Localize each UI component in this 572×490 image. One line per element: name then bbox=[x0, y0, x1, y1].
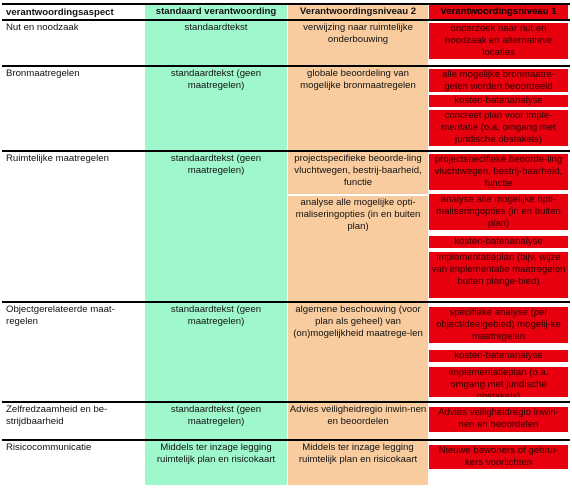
row-niveau1-item: specifieke analyse (per object/deelgebie… bbox=[429, 307, 568, 343]
row-niveau1-item: implementatieplan (bijv. wijze van imple… bbox=[429, 252, 568, 298]
row-aspect: Objectgerelateerde maat-regelen bbox=[6, 304, 115, 327]
table-row: Nut en noodzaak standaardtekst verwijzin… bbox=[2, 21, 570, 65]
row-niveau2: algemene beschouwing (voor plan als gehe… bbox=[288, 303, 428, 401]
table-row: Ruimtelijke maatregelen standaardtekst (… bbox=[2, 152, 570, 301]
cell-divider bbox=[288, 194, 428, 196]
row-niveau1-item: implementatieplan (o.a. omgang met jurid… bbox=[429, 367, 568, 397]
row-niveau2: Middels ter inzage legging ruimtelijk pl… bbox=[288, 441, 428, 485]
row-standaard: standaardtekst (geen maatregelen) bbox=[145, 152, 287, 301]
table-row: Zelfredzaamheid en be-strijdbaarheid sta… bbox=[2, 403, 570, 439]
row-standaard: standaardtekst bbox=[145, 21, 287, 65]
header-standaard: standaard verantwoording bbox=[145, 5, 287, 19]
row-standaard: Middels ter inzage legging ruimtelijk pl… bbox=[145, 441, 287, 485]
row-rule bbox=[2, 401, 570, 403]
row-rule bbox=[2, 439, 570, 441]
row-niveau2: projectspecifieke beoorde-ling vluchtweg… bbox=[288, 152, 428, 194]
row-rule bbox=[2, 150, 570, 152]
row-niveau1-item: kosten-batenanalyse bbox=[429, 350, 568, 362]
row-niveau1-item: analyse alle mogelijke opti-maliseringop… bbox=[429, 194, 568, 230]
row-niveau2: globale beoordeling van mogelijke bronma… bbox=[288, 67, 428, 150]
table-row: Bronmaatregelen standaardtekst (geen maa… bbox=[2, 67, 570, 150]
row-niveau1-item: Nieuwe bewoners of gebrui-kers voorlicht… bbox=[429, 445, 568, 469]
row-niveau2: verwijzing naar ruimtelijke onderbouwing bbox=[288, 21, 428, 65]
row-niveau1-item: projectspecifieke beoorde-ling vluchtweg… bbox=[429, 154, 568, 190]
row-rule bbox=[2, 301, 570, 303]
row-niveau1-item: kosten-batenanalyse bbox=[429, 95, 568, 107]
header-rule bbox=[2, 19, 570, 21]
table-top-rule bbox=[2, 3, 570, 5]
row-aspect: Zelfredzaamheid en be-strijdbaarheid bbox=[6, 404, 108, 427]
row-standaard: standaardtekst (geen maatregelen) bbox=[145, 403, 287, 439]
row-aspect: Nut en noodzaak bbox=[6, 22, 79, 33]
row-standaard: standaardtekst (geen maatregelen) bbox=[145, 303, 287, 401]
table-row: Objectgerelateerde maat-regelen standaar… bbox=[2, 303, 570, 401]
header-niveau1: Verantwoordingsniveau 1 bbox=[429, 5, 568, 19]
row-niveau2: analyse alle mogelijke opti-maliseringop… bbox=[288, 196, 428, 301]
row-rule bbox=[2, 65, 570, 67]
header-niveau2: Verantwoordingsniveau 2 bbox=[288, 5, 428, 19]
row-niveau1-item: onderzoek naar nut en noodzaak en altern… bbox=[429, 23, 568, 59]
row-niveau1-item: alle mogelijke bronmaatre-gelen worden b… bbox=[429, 69, 568, 92]
row-aspect: Ruimtelijke maatregelen bbox=[6, 153, 109, 164]
row-aspect: Risicocommunicatie bbox=[6, 442, 92, 453]
table-header: verantwoordingsaspect standaard verantwo… bbox=[2, 5, 570, 19]
row-niveau1-item: kosten-batenanalyse bbox=[429, 236, 568, 248]
row-aspect: Bronmaatregelen bbox=[6, 68, 80, 79]
row-niveau1-item: Advies veiligheidregio inwin-nen en beoo… bbox=[429, 407, 568, 432]
row-niveau1-item: concreet plan voor imple-mentatie (o.a. … bbox=[429, 110, 568, 146]
header-aspect: verantwoordingsaspect bbox=[6, 7, 114, 18]
row-standaard: standaardtekst (geen maatregelen) bbox=[145, 67, 287, 150]
row-niveau2: Advies veiligheidregio inwin-nen en beoo… bbox=[288, 403, 428, 439]
table-row: Risicocommunicatie Middels ter inzage le… bbox=[2, 441, 570, 485]
